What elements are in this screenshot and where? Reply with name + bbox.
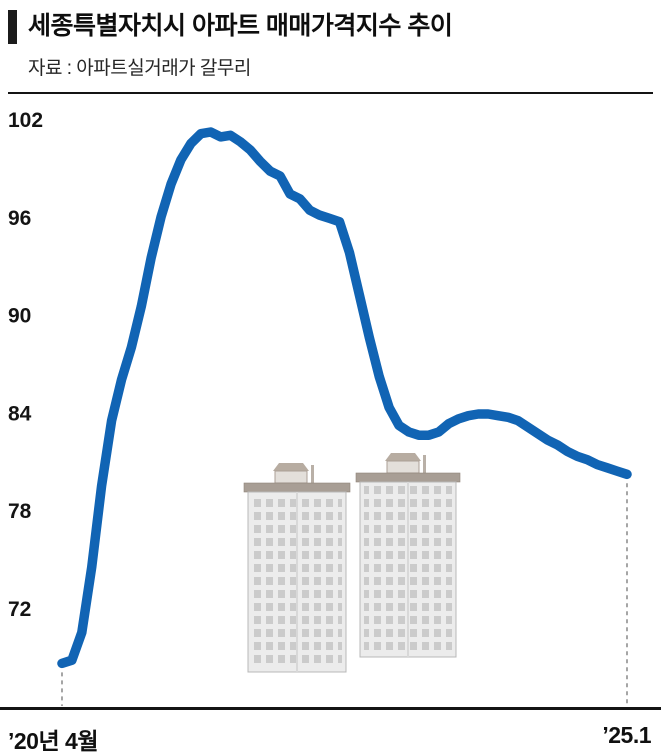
- y-tick-label: 102: [8, 109, 43, 132]
- chart-header: 세종특별자치시 아파트 매매가격지수 추이 자료 : 아파트실거래가 갈무리: [8, 0, 653, 94]
- title-row: 세종특별자치시 아파트 매매가격지수 추이: [8, 10, 653, 44]
- x-axis-labels: ’20년 4월 ’25.1: [0, 716, 661, 756]
- title-accent-bar: [8, 10, 17, 44]
- source-label: 자료 : 아파트실거래가 갈무리: [28, 57, 251, 79]
- y-tick-label: 78: [8, 500, 32, 523]
- apartment-buildings-illustration: [243, 452, 461, 673]
- price-index-line: [57, 127, 632, 668]
- y-axis-tick-labels: 102 96 90 84 78 72: [8, 109, 43, 621]
- x-axis-start-label: ’20년 4월: [8, 727, 98, 754]
- apartment-building-left-icon: [243, 462, 351, 673]
- y-tick-label: 90: [8, 304, 31, 327]
- y-tick-label: 72: [8, 598, 31, 621]
- x-axis-end-label: ’25.1: [602, 721, 651, 748]
- y-tick-label: 84: [8, 402, 32, 425]
- apartment-building-right-icon: [355, 452, 461, 658]
- y-tick-label: 96: [8, 207, 31, 230]
- page-title: 세종특별자치시 아파트 매매가격지수 추이: [28, 12, 453, 40]
- dashed-guide-lines: [61, 483, 628, 706]
- chart-area: 102 96 90 84 78 72: [0, 94, 661, 716]
- price-index-chart: 102 96 90 84 78 72: [0, 109, 661, 710]
